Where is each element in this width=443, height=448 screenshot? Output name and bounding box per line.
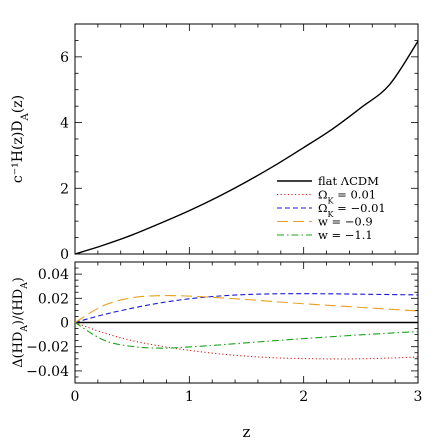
bottom-xtick-label: 1 [185,389,194,405]
bottom-ytick-label: −0.02 [26,340,69,356]
top-ytick-label: 4 [60,116,69,132]
top-ytick-label: 2 [60,181,69,197]
top-ytick-label: 6 [60,50,69,66]
legend-label-1: ΩK = 0.01 [318,188,376,206]
bottom-ytick-label: 0 [60,316,69,332]
legend-label-4: w = −1.1 [318,228,373,242]
bottom-ylabel: Δ(HDA)/(HDA) [11,277,30,368]
bottom-panel: −0.04 −0.02 0 0.02 0.04 0 1 2 3 z Δ(HDA)/(HDA) [11,261,423,441]
bottom-ytick-label: −0.04 [26,364,69,380]
bottom-xtick-label: 3 [414,389,423,405]
bottom-xtick-label: 0 [71,389,80,405]
bottom-xlabel: z [243,423,251,441]
bottom-ytick-label: 0.04 [38,267,69,283]
top-ytick-label: 0 [60,247,69,263]
series-line-3 [74,295,419,323]
series-line-2 [74,293,419,324]
bottom-ytick-label: 0.02 [38,291,69,307]
top-ylabel: c⁻¹H(z)DA(z) [10,95,31,183]
bottom-xtick-label: 2 [299,389,308,405]
legend-label-0: flat ΛCDM [318,174,379,188]
legend-label-2: ΩK = −0.01 [318,201,386,219]
legend-label-3: w = −0.9 [318,215,373,229]
series-line-4 [74,322,419,349]
series-line-1 [74,321,419,360]
series-line-0 [74,40,419,255]
